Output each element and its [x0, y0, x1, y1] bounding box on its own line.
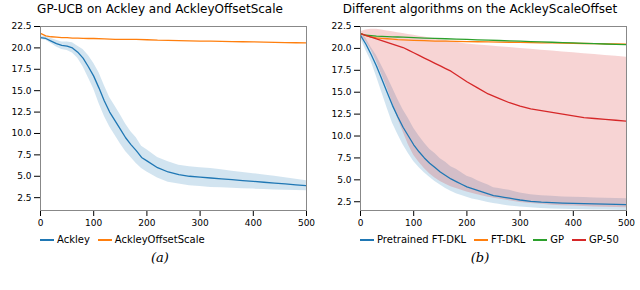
svg-text:100: 100: [85, 218, 102, 228]
svg-text:0: 0: [38, 218, 44, 228]
svg-text:12.5: 12.5: [331, 109, 351, 119]
html-text:FT-DKL: FT-DKL: [491, 234, 526, 245]
html-text:Different algorithms on the Ac: Different algorithms on the AckleyScaleO…: [342, 2, 618, 16]
svg-text:500: 500: [618, 218, 635, 228]
svg-text:17.5: 17.5: [331, 65, 351, 75]
html-text:(a): (a): [151, 250, 169, 265]
svg-text:20.0: 20.0: [331, 43, 351, 53]
svg-text:200: 200: [138, 218, 155, 228]
svg-text:500: 500: [298, 218, 315, 228]
svg-text:2.5: 2.5: [17, 193, 31, 203]
svg-text:2.5: 2.5: [337, 197, 351, 207]
svg-text:200: 200: [458, 218, 475, 228]
svg-text:10.0: 10.0: [11, 128, 31, 138]
svg-text:15.0: 15.0: [11, 86, 31, 96]
svg-text:0: 0: [358, 218, 364, 228]
svg-text:7.5: 7.5: [337, 153, 351, 163]
svg-text:100: 100: [405, 218, 422, 228]
svg-text:300: 300: [512, 218, 529, 228]
html-text:(b): (b): [470, 250, 490, 265]
html-text:Ackley: Ackley: [57, 234, 90, 245]
svg-text:400: 400: [565, 218, 582, 228]
svg-text:10.0: 10.0: [331, 131, 351, 141]
svg-text:22.5: 22.5: [331, 21, 351, 31]
html-text:GP-50: GP-50: [589, 234, 619, 245]
svg-text:5.0: 5.0: [337, 175, 352, 185]
html-text:GP: GP: [550, 234, 565, 245]
svg-text:17.5: 17.5: [11, 64, 31, 74]
svg-text:300: 300: [192, 218, 209, 228]
svg-text:20.0: 20.0: [11, 43, 31, 53]
svg-text:7.5: 7.5: [17, 150, 31, 160]
html-text:Pretrained FT-DKL: Pretrained FT-DKL: [377, 234, 467, 245]
svg-text:400: 400: [245, 218, 262, 228]
svg-text:5.0: 5.0: [17, 171, 32, 181]
svg-text:15.0: 15.0: [331, 87, 351, 97]
svg-text:22.5: 22.5: [11, 21, 31, 31]
svg-text:12.5: 12.5: [11, 107, 31, 117]
html-text:AckleyOffsetScale: AckleyOffsetScale: [114, 234, 205, 245]
html-text:GP-UCB on Ackley and AckleyOff: GP-UCB on Ackley and AckleyOffsetScale: [37, 2, 283, 16]
